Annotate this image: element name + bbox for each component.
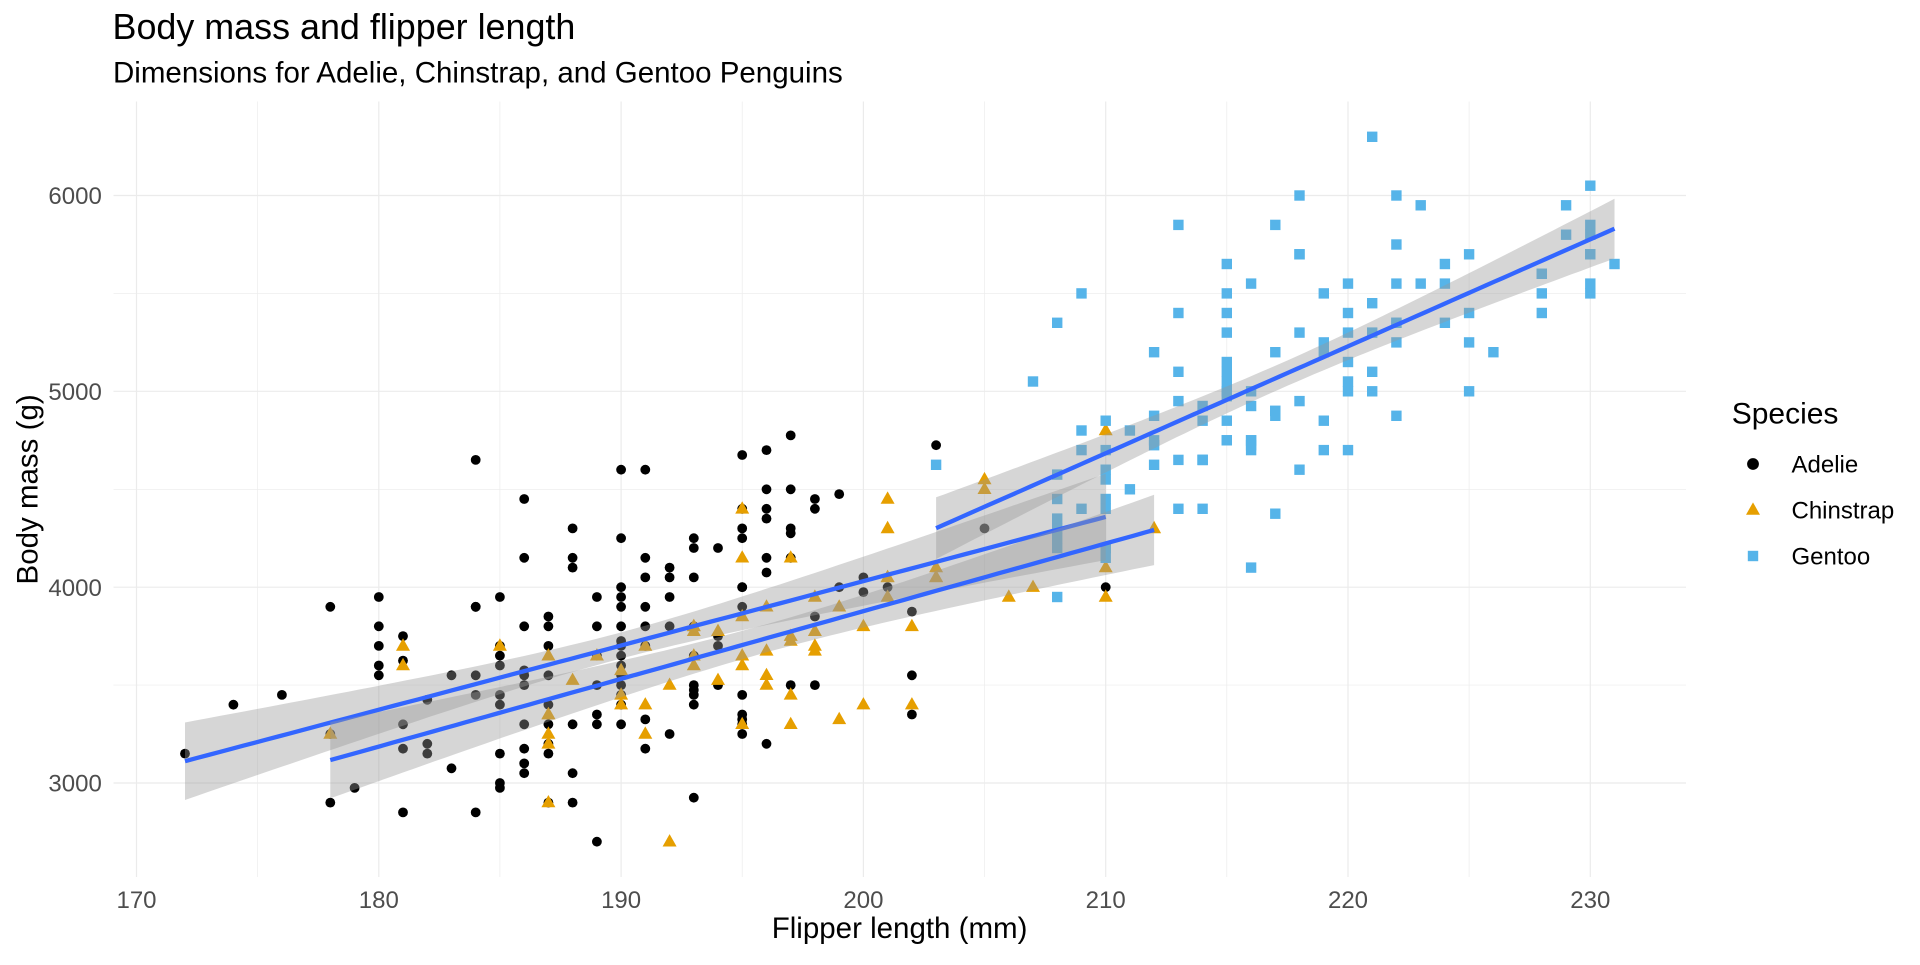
svg-text:6000: 6000 [48, 183, 101, 210]
svg-text:Body mass (g): Body mass (g) [12, 394, 45, 584]
svg-text:170: 170 [116, 887, 156, 914]
svg-text:Dimensions for Adelie, Chinstr: Dimensions for Adelie, Chinstrap, and Ge… [113, 57, 843, 90]
svg-text:5000: 5000 [48, 379, 101, 406]
svg-text:Body mass and flipper length: Body mass and flipper length [113, 7, 576, 47]
svg-text:Species: Species [1732, 398, 1839, 431]
svg-text:Gentoo: Gentoo [1792, 544, 1871, 571]
svg-text:Adelie: Adelie [1792, 452, 1859, 479]
svg-text:180: 180 [359, 887, 399, 914]
svg-text:230: 230 [1570, 887, 1610, 914]
svg-text:3000: 3000 [48, 771, 101, 798]
svg-text:Flipper length (mm): Flipper length (mm) [772, 912, 1028, 945]
svg-text:190: 190 [601, 887, 641, 914]
svg-text:4000: 4000 [48, 575, 101, 602]
svg-text:Chinstrap: Chinstrap [1792, 498, 1895, 525]
svg-text:210: 210 [1086, 887, 1126, 914]
svg-text:220: 220 [1328, 887, 1368, 914]
svg-text:200: 200 [843, 887, 883, 914]
